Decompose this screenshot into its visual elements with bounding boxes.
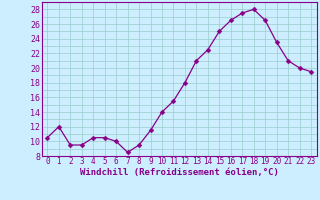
X-axis label: Windchill (Refroidissement éolien,°C): Windchill (Refroidissement éolien,°C) [80,168,279,177]
